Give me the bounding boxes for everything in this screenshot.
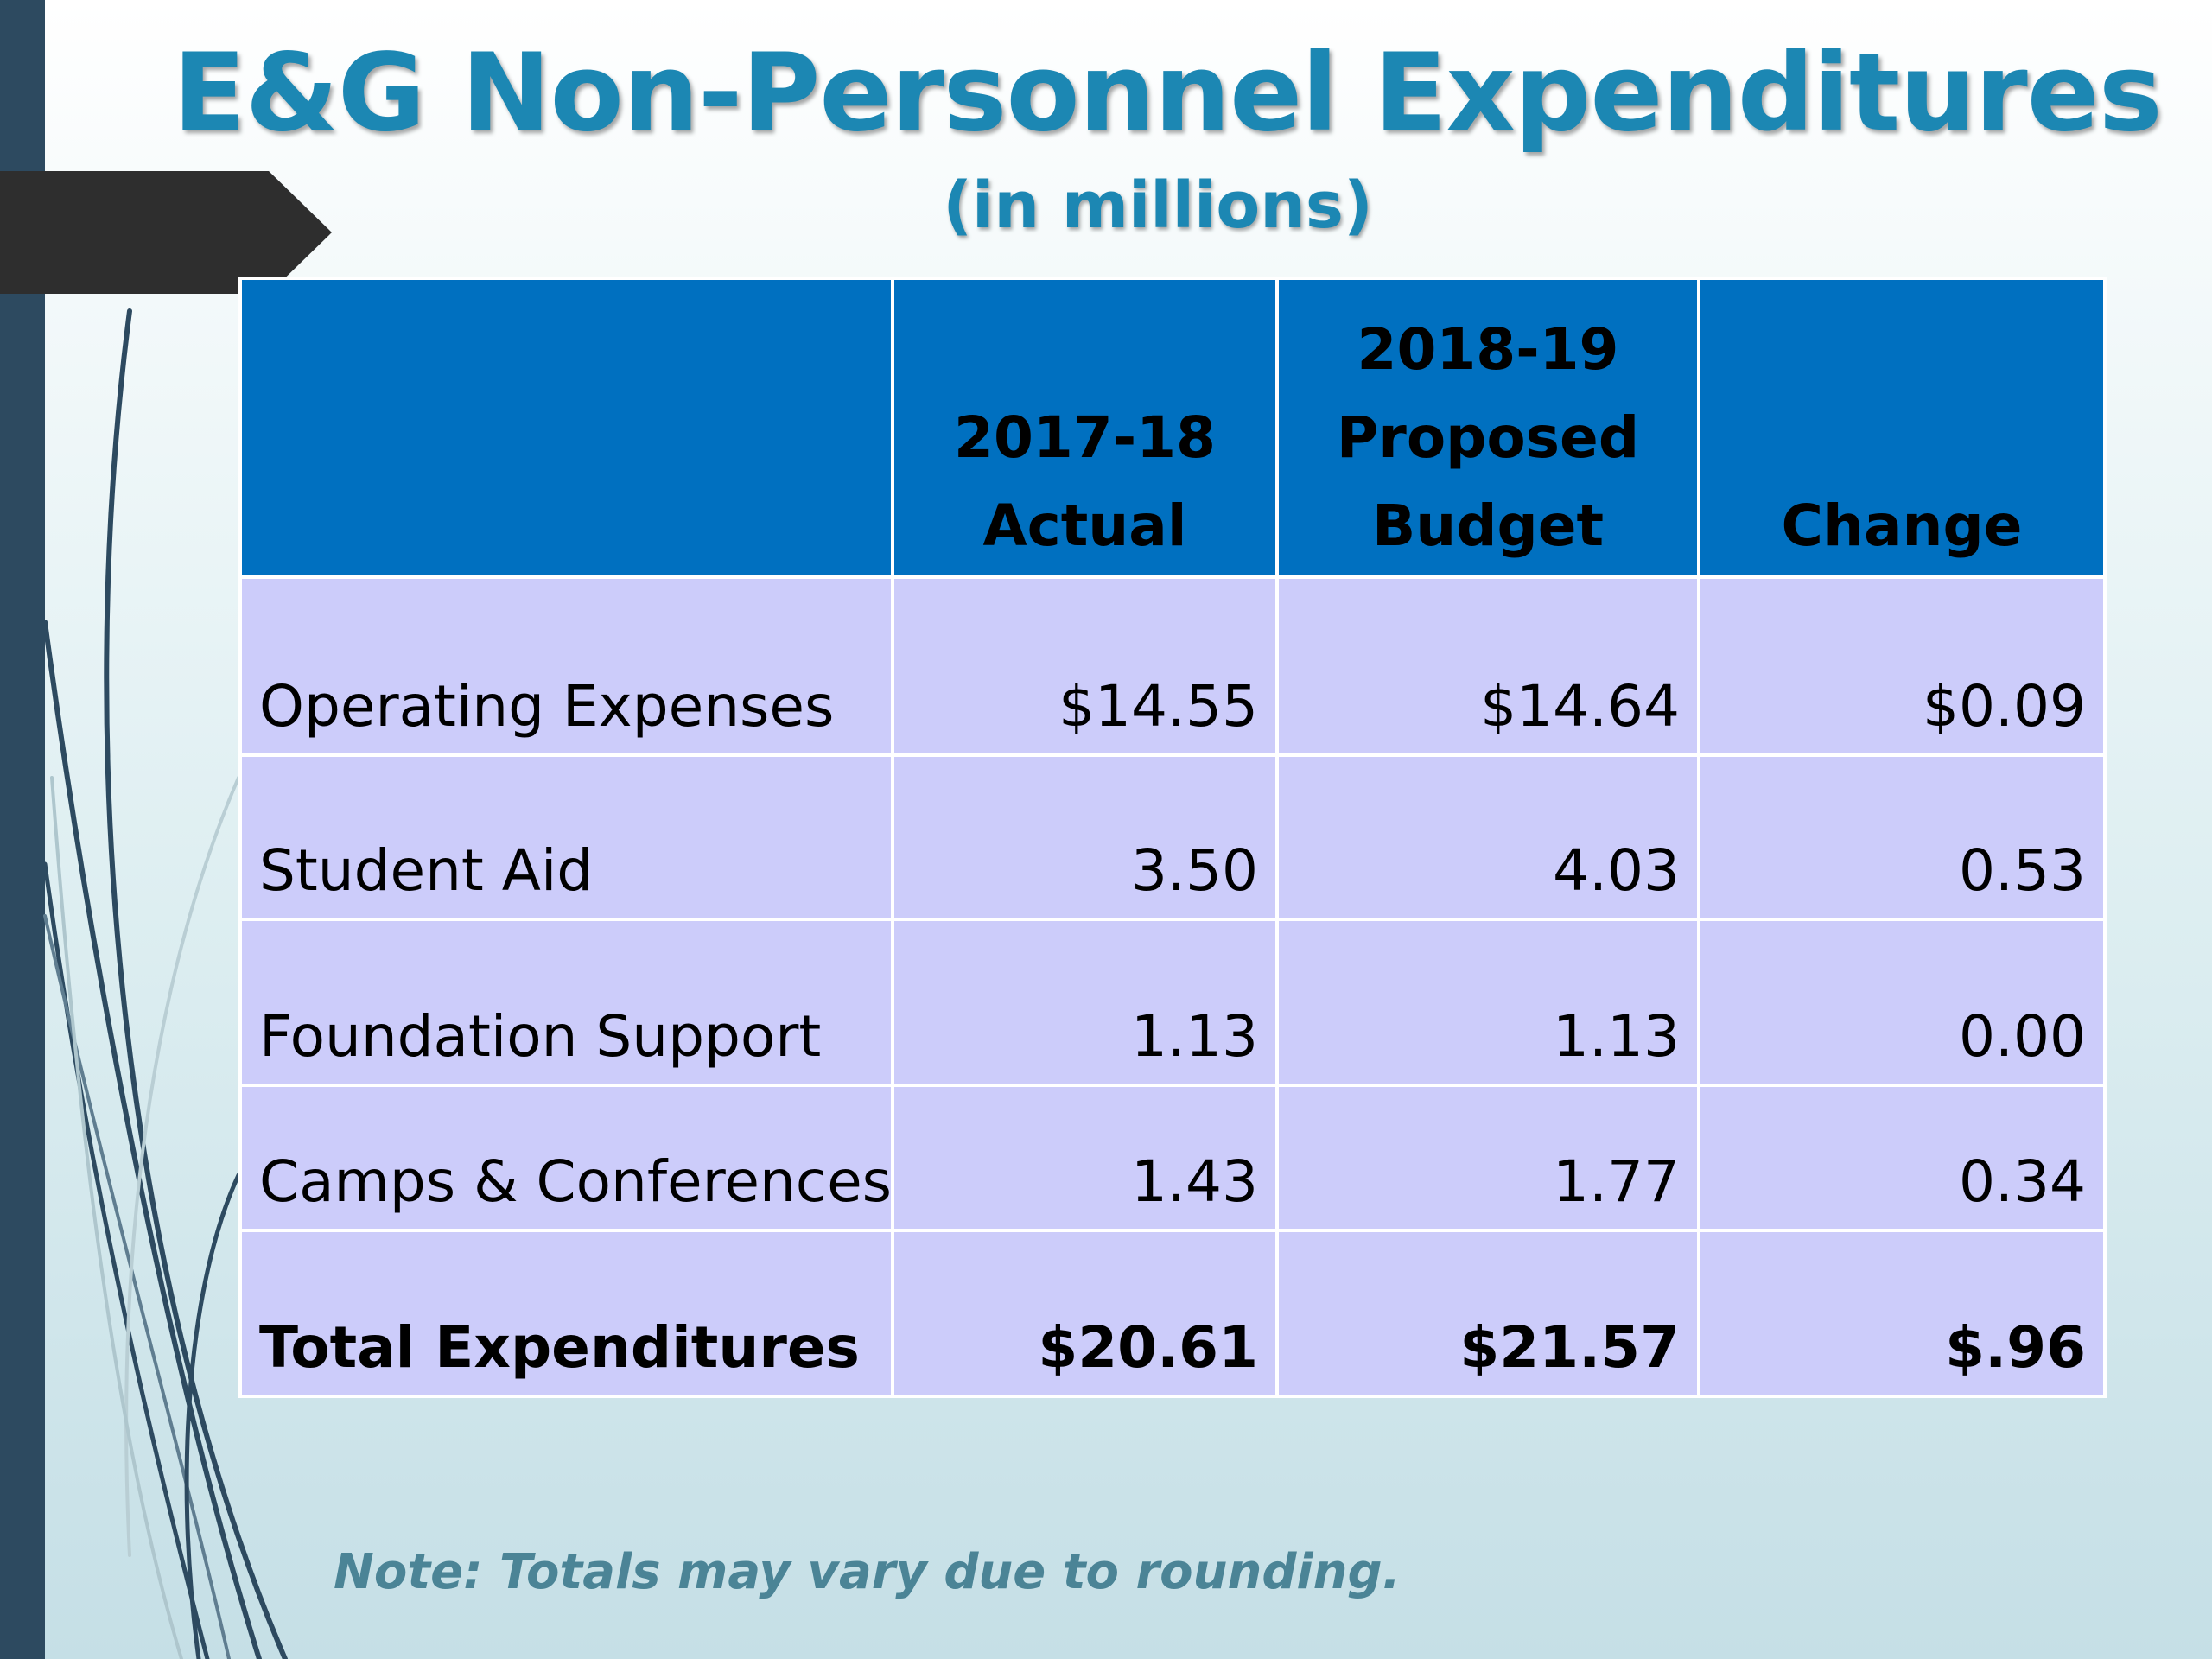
change-value: 0.34 — [1697, 1084, 2107, 1232]
header-proposed: 2018-19 Proposed Budget — [1275, 276, 1700, 579]
row-label: Camps & Conferences — [238, 1084, 894, 1232]
header-change: Change — [1697, 276, 2107, 579]
table-body: Operating Expenses $14.55 $14.64 $0.09 S… — [238, 575, 2107, 1398]
actual-value: $14.55 — [891, 575, 1279, 757]
proposed-value: 1.77 — [1275, 1084, 1700, 1232]
actual-value: 1.43 — [891, 1084, 1279, 1232]
table-header: 2017-18 Actual 2018-19 Proposed Budget C… — [238, 276, 2107, 579]
table-row: Camps & Conferences 1.43 1.77 0.34 — [238, 1084, 2107, 1232]
change-value: $0.09 — [1697, 575, 2107, 757]
total-label: Total Expenditures — [238, 1229, 894, 1398]
proposed-value: $14.64 — [1275, 575, 1700, 757]
arrow-tab — [0, 171, 332, 294]
total-proposed-value: $21.57 — [1275, 1229, 1700, 1398]
table-row: Student Aid 3.50 4.03 0.53 — [238, 753, 2107, 921]
proposed-value: 1.13 — [1275, 918, 1700, 1087]
change-value: 0.00 — [1697, 918, 2107, 1087]
table-row: Foundation Support 1.13 1.13 0.00 — [238, 918, 2107, 1087]
header-actual: 2017-18 Actual — [891, 276, 1279, 579]
header-line: Actual — [982, 493, 1187, 559]
actual-value: 3.50 — [891, 753, 1279, 921]
slide-title: E&G Non-Personnel Expenditures — [173, 31, 2163, 156]
expenditures-table: 2017-18 Actual 2018-19 Proposed Budget C… — [238, 276, 2107, 1398]
table-row: Operating Expenses $14.55 $14.64 $0.09 — [238, 575, 2107, 757]
row-label: Student Aid — [238, 753, 894, 921]
actual-value: 1.13 — [891, 918, 1279, 1087]
header-line: Budget — [1371, 493, 1605, 559]
change-value: 0.53 — [1697, 753, 2107, 921]
row-label: Operating Expenses — [238, 575, 894, 757]
header-row: 2017-18 Actual 2018-19 Proposed Budget C… — [238, 276, 2107, 579]
header-line: Change — [1781, 493, 2023, 559]
total-change-value: $.96 — [1697, 1229, 2107, 1398]
total-actual-value: $20.61 — [891, 1229, 1279, 1398]
proposed-value: 4.03 — [1275, 753, 1700, 921]
footnote: Note: Totals may vary due to rounding. — [334, 1544, 1401, 1600]
total-row: Total Expenditures $20.61 $21.57 $.96 — [238, 1229, 2107, 1398]
header-line: 2018-19 — [1357, 316, 1619, 383]
header-line: Proposed — [1336, 404, 1640, 471]
header-empty-cell — [238, 276, 894, 579]
slide-subtitle: (in millions) — [943, 168, 1373, 243]
row-label: Foundation Support — [238, 918, 894, 1087]
header-line: 2017-18 — [954, 404, 1216, 471]
